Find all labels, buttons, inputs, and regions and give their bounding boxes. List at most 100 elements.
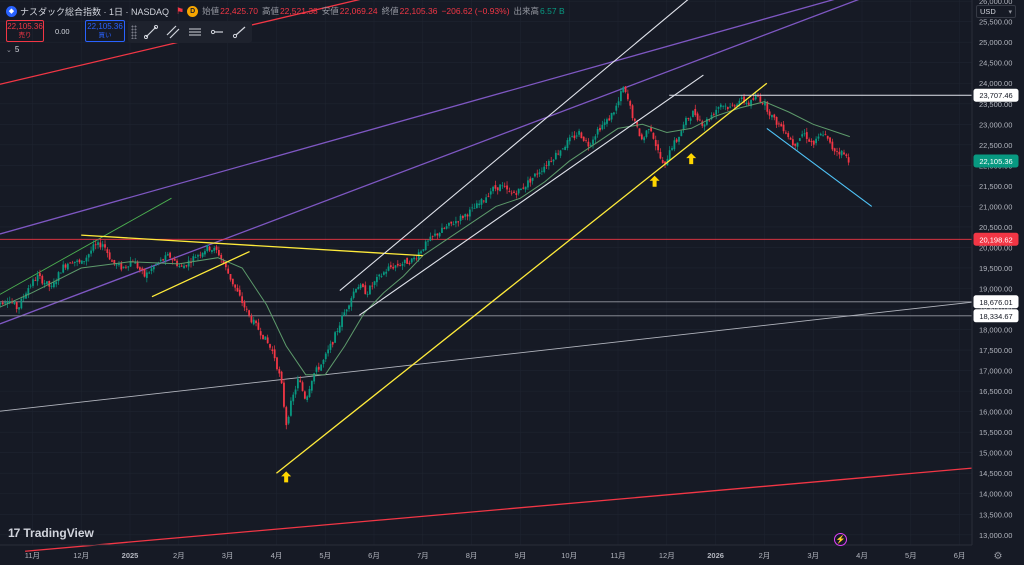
- price-tick-label: 25,500.00: [979, 18, 1012, 27]
- candle-body: [480, 199, 483, 205]
- candle-body: [183, 265, 185, 269]
- candle-body: [810, 140, 813, 143]
- drawn-trend-line[interactable]: [0, 301, 973, 412]
- drawn-trend-line[interactable]: [339, 0, 716, 291]
- ray-tool-button[interactable]: [229, 22, 249, 42]
- candle-body: [636, 122, 639, 127]
- candle-body: [111, 260, 113, 262]
- candle-body: [20, 298, 23, 309]
- candle-body: [757, 95, 759, 97]
- candle-body: [220, 254, 223, 260]
- candle-body: [264, 336, 267, 340]
- price-tick-label: 13,500.00: [979, 510, 1012, 519]
- candle-body: [18, 307, 20, 310]
- indicators-toggle[interactable]: ⌄ 5: [6, 45, 19, 54]
- candle-body: [362, 284, 364, 288]
- candle-body: [180, 265, 183, 267]
- drawn-trend-line[interactable]: [0, 0, 930, 325]
- candle-body: [27, 288, 30, 296]
- horizontal-lines-tool-button[interactable]: [185, 22, 205, 42]
- lightning-icon[interactable]: ⚡: [834, 533, 847, 546]
- candle-body: [46, 281, 48, 284]
- trend-line-tool-button[interactable]: [141, 22, 161, 42]
- drawn-trend-line[interactable]: [0, 0, 701, 85]
- gear-icon[interactable]: ⚙: [993, 550, 1003, 562]
- candle-body: [561, 148, 564, 150]
- delayed-data-badge[interactable]: D: [187, 5, 199, 17]
- currency-selector[interactable]: USD ▾: [976, 5, 1016, 18]
- candle-body: [424, 241, 427, 251]
- price-marker-label-bg: [973, 232, 1019, 246]
- candle-body: [434, 233, 436, 236]
- plot-area[interactable]: [0, 0, 972, 545]
- price-tick-label: 18,000.00: [979, 326, 1012, 335]
- price-tick-label: 25,000.00: [979, 38, 1012, 47]
- candle-body: [422, 249, 425, 251]
- sell-label: 売り: [18, 32, 32, 39]
- candle-body: [654, 139, 657, 147]
- candle-body: [731, 104, 734, 106]
- logo-text: TradingView: [23, 526, 94, 540]
- candle-body: [471, 207, 474, 209]
- price-tick-label: 21,500.00: [979, 182, 1012, 191]
- candle-body: [283, 382, 285, 407]
- candle-body: [4, 302, 6, 304]
- candle-body: [531, 177, 534, 181]
- candle-body: [436, 233, 439, 236]
- drawn-trend-line[interactable]: [0, 197, 172, 295]
- candle-body: [552, 159, 555, 162]
- candle-body: [59, 272, 62, 274]
- drawn-trend-line[interactable]: [275, 82, 768, 474]
- candle-body: [717, 107, 720, 109]
- price-marker-label: 18,676.01: [979, 298, 1012, 307]
- time-tick-label: 10月: [561, 551, 577, 560]
- candle-body: [415, 258, 418, 260]
- low-value: 22,069.24: [339, 6, 378, 16]
- drag-handle-icon[interactable]: [131, 25, 137, 39]
- close-label: 終値: [381, 6, 399, 16]
- candle-body: [238, 289, 241, 296]
- drawn-trend-line[interactable]: [359, 74, 704, 316]
- candle-body: [775, 116, 778, 125]
- symbol-title[interactable]: ナスダック総合指数 · 1日 · NASDAQ: [20, 6, 170, 17]
- arrow-up-icon[interactable]: [281, 471, 292, 483]
- arrow-up-icon[interactable]: [649, 175, 660, 187]
- candle-body: [613, 112, 615, 115]
- sell-button[interactable]: 22,105.36 売り: [6, 20, 44, 42]
- price-tick-label: 21,000.00: [979, 202, 1012, 211]
- candle-body: [594, 136, 597, 140]
- candle-body: [313, 373, 316, 382]
- arrow-up-icon[interactable]: [686, 153, 697, 165]
- candle-body: [152, 266, 155, 270]
- candle-body: [343, 312, 346, 316]
- drawn-trend-line[interactable]: [25, 467, 973, 552]
- candle-body: [784, 132, 787, 134]
- parallel-channel-tool-button[interactable]: [163, 22, 183, 42]
- drawn-trend-line[interactable]: [0, 0, 930, 235]
- candle-body: [211, 250, 213, 252]
- candle-body: [780, 123, 783, 127]
- candle-body: [87, 254, 90, 258]
- candle-body: [85, 257, 88, 262]
- candle-body: [94, 244, 97, 246]
- candle-body: [410, 258, 413, 263]
- drawn-trend-line[interactable]: [766, 127, 873, 207]
- candle-body: [615, 105, 618, 111]
- candle-body: [587, 141, 590, 147]
- candle-body: [39, 273, 41, 277]
- price-tick-label: 17,000.00: [979, 367, 1012, 376]
- flag-icon[interactable]: ⚑: [176, 5, 185, 16]
- candle-body: [322, 359, 325, 365]
- candle-body: [271, 349, 274, 352]
- candle-body: [382, 272, 385, 275]
- buy-button[interactable]: 22,105.36 買い: [85, 20, 125, 42]
- candle-body: [580, 132, 583, 139]
- candle-body: [585, 139, 587, 141]
- candle-body: [118, 263, 120, 266]
- candle-body: [159, 259, 162, 262]
- drawn-trend-line[interactable]: [81, 234, 423, 257]
- horizontal-ray-tool-button[interactable]: [207, 22, 227, 42]
- drawn-trend-line[interactable]: [151, 250, 250, 298]
- candle-body: [803, 133, 806, 135]
